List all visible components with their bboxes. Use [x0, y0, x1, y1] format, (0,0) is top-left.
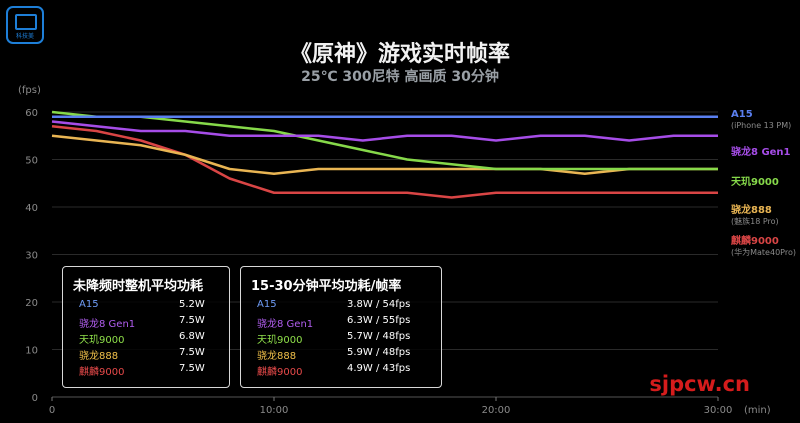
x-tick-label: 10:00	[260, 405, 289, 416]
row-chip-name: 麒麟9000	[257, 367, 303, 378]
row-value: 3.8W / 54fps	[347, 299, 411, 310]
chart-subtitle: 25℃ 300尼特 高画质 30分钟	[301, 69, 499, 85]
series-line-1	[51, 120, 718, 142]
table-row: 骁龙8 Gen1 6.3W / 55fps	[257, 315, 457, 331]
row-value: 5.7W / 48fps	[347, 331, 411, 342]
table-row: 骁龙888 7.5W	[79, 347, 279, 363]
legend-sub: (iPhone 13 PM)	[731, 121, 791, 130]
row-chip-name: 骁龙888	[79, 351, 119, 362]
y-tick-label: 40	[25, 203, 38, 214]
table-row: 骁龙8 Gen1 7.5W	[79, 315, 279, 331]
row-value: 6.8W	[179, 331, 205, 342]
brand-logo: 科技美	[6, 6, 44, 44]
row-chip-name: A15	[257, 299, 277, 310]
y-tick-label: 50	[25, 156, 38, 167]
row-value: 5.9W / 48fps	[347, 347, 411, 358]
table-row: 骁龙888 5.9W / 48fps	[257, 347, 457, 363]
y-tick-label: 60	[25, 108, 38, 119]
table-row: 麒麟9000 7.5W	[79, 363, 279, 379]
legend-entry: 骁龙888	[731, 203, 772, 216]
late-power-fps-title: 15-30分钟平均功耗/帧率	[251, 279, 402, 294]
table-row: 天玑9000 6.8W	[79, 331, 279, 347]
late-power-fps-table: 15-30分钟平均功耗/帧率 A15 3.8W / 54fps 骁龙8 Gen1 6.…	[240, 266, 442, 388]
avg-power-title: 未降频时整机平均功耗	[73, 279, 204, 294]
row-value: 5.2W	[179, 299, 205, 310]
table-row: A15 3.8W / 54fps	[257, 299, 457, 315]
row-value: 7.5W	[179, 363, 205, 374]
logo-text: 科技美	[15, 33, 34, 40]
row-value: 4.9W / 43fps	[347, 363, 411, 374]
chart-title: 《原神》游戏实时帧率	[289, 42, 510, 67]
legend-entry: 骁龙8 Gen1	[731, 145, 791, 158]
row-value: 6.3W / 55fps	[347, 315, 411, 326]
row-chip-name: 麒麟9000	[79, 367, 125, 378]
series-line-2	[51, 110, 718, 171]
series-line-4	[51, 125, 718, 199]
table-row: A15 5.2W	[79, 299, 279, 315]
x-axis-unit: (min)	[744, 405, 771, 416]
screen-icon	[15, 14, 37, 30]
legend-sub: (魅族18 Pro)	[731, 216, 779, 226]
watermark-text: sjpcw.cn	[649, 372, 750, 396]
row-value: 7.5W	[179, 315, 205, 326]
table-row: 天玑9000 5.7W / 48fps	[257, 331, 457, 347]
row-chip-name: 天玑9000	[257, 335, 303, 346]
row-chip-name: 骁龙888	[257, 351, 297, 362]
row-chip-name: 骁龙8 Gen1	[257, 319, 314, 330]
x-tick-label: 0	[49, 405, 55, 416]
x-tick-label: 20:00	[482, 405, 511, 416]
table-row: 麒麟9000 4.9W / 43fps	[257, 363, 457, 379]
avg-power-table: 未降频时整机平均功耗 A15 5.2W 骁龙8 Gen1 7.5W 天玑9000 6.8W…	[62, 266, 230, 388]
y-tick-label: 30	[25, 251, 38, 262]
y-axis-label: (fps)	[18, 85, 41, 96]
legend-entry: 天玑9000	[731, 176, 779, 188]
row-chip-name: A15	[79, 299, 99, 310]
y-tick-label: 20	[25, 298, 38, 309]
legend-sub: (华为Mate40Pro)	[731, 247, 796, 257]
series-line-3	[51, 134, 718, 175]
y-tick-label: 10	[25, 346, 38, 357]
legend-entry: A15	[731, 109, 753, 120]
row-value: 7.5W	[179, 347, 205, 358]
y-tick-label: 0	[32, 393, 38, 404]
legend-entry: 麒麟9000	[731, 234, 779, 247]
x-tick-label: 30:00	[704, 405, 733, 416]
row-chip-name: 骁龙8 Gen1	[79, 319, 136, 330]
row-chip-name: 天玑9000	[79, 335, 125, 346]
